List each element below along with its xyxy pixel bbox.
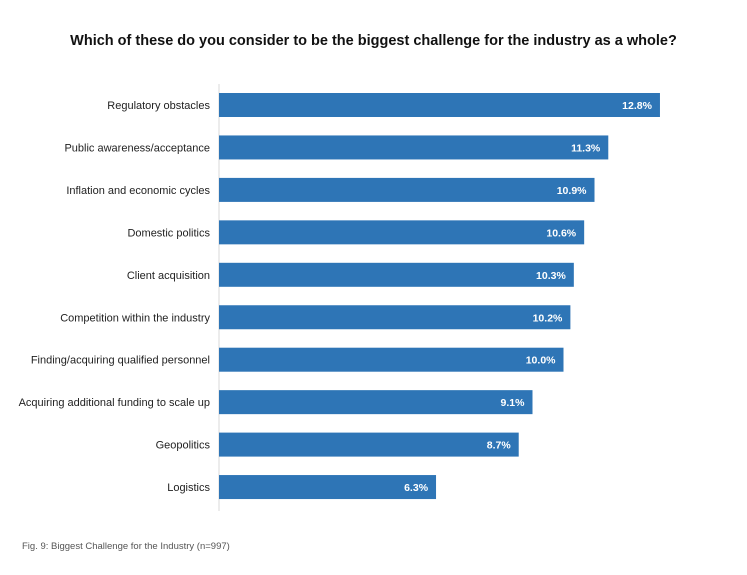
value-label: 12.8%	[622, 100, 652, 112]
figure-caption: Fig. 9: Biggest Challenge for the Indust…	[22, 541, 230, 552]
category-label: Client acquisition	[127, 270, 210, 282]
category-label: Domestic politics	[127, 227, 210, 239]
value-label: 8.7%	[487, 440, 512, 452]
bar	[219, 347, 564, 372]
chart-title: Which of these do you consider to be the…	[70, 33, 677, 49]
bar	[219, 432, 519, 457]
value-label: 10.6%	[546, 227, 576, 239]
bar	[219, 262, 574, 287]
value-label: 10.3%	[536, 270, 566, 282]
category-label: Acquiring additional funding to scale up	[19, 397, 210, 409]
value-label: 10.0%	[526, 355, 556, 367]
category-label: Public awareness/acceptance	[64, 142, 210, 154]
bar	[219, 220, 585, 245]
bar	[219, 305, 571, 330]
bar-chart: Regulatory obstacles 12.8% Public awarenes…	[19, 84, 660, 511]
value-label: 9.1%	[501, 397, 526, 409]
value-label: 10.2%	[533, 312, 563, 324]
bar	[219, 390, 533, 415]
bar	[219, 135, 609, 160]
value-label: 10.9%	[557, 185, 587, 197]
category-label: Competition within the industry	[60, 312, 210, 324]
category-label: Regulatory obstacles	[107, 100, 210, 112]
category-label: Geopolitics	[156, 440, 211, 452]
category-label: Logistics	[167, 482, 210, 494]
category-label: Finding/acquiring qualified personnel	[31, 355, 210, 367]
bar	[219, 177, 595, 202]
bar	[219, 93, 660, 117]
category-label: Inflation and economic cycles	[66, 185, 210, 197]
value-label: 6.3%	[404, 482, 429, 494]
bar	[219, 475, 437, 500]
value-label: 11.3%	[571, 142, 601, 154]
